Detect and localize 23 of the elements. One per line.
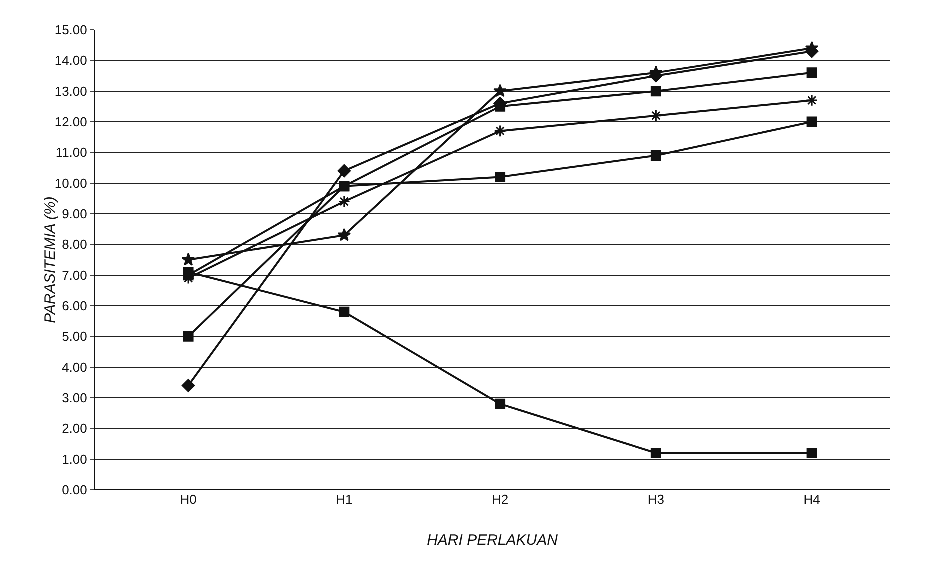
y-axis-title: PARASITEMIA (%) — [42, 196, 59, 324]
x-tick-label: H1 — [336, 492, 353, 507]
y-tick-label: 3.00 — [62, 390, 88, 406]
y-tick-label: 12.00 — [54, 114, 88, 130]
x-tick-label: H2 — [492, 492, 509, 507]
x-axis-title: HARI PERLAKUAN — [427, 532, 558, 549]
x-tick-label: H4 — [804, 492, 820, 507]
y-tick-label: 15.00 — [54, 22, 88, 38]
y-tick-label: 5.00 — [62, 329, 88, 344]
x-tick-label: H3 — [648, 492, 664, 507]
y-tick-label: 9.00 — [62, 206, 88, 222]
y-tick-label: 11.00 — [56, 145, 88, 160]
y-tick-label: 8.00 — [62, 237, 88, 252]
y-tick-label: 13.00 — [54, 84, 88, 99]
y-tick-label: 0.00 — [62, 482, 88, 498]
y-tick-label: 1.00 — [62, 452, 88, 467]
x-tick-label: H0 — [180, 492, 197, 507]
y-tick-label: 7.00 — [62, 268, 88, 283]
y-tick-label: 14.00 — [54, 53, 88, 68]
y-tick-label: 6.00 — [62, 298, 88, 314]
y-tick-label: 10.00 — [54, 176, 88, 191]
y-tick-label: 4.00 — [62, 360, 88, 375]
y-tick-label: 2.00 — [62, 421, 88, 436]
